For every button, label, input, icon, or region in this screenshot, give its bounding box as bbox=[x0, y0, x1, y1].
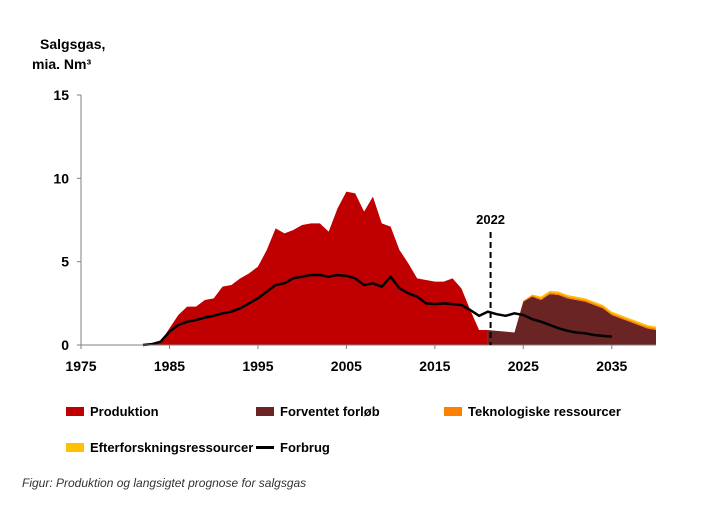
y-tick-label-0: 0 bbox=[61, 337, 69, 353]
x-tick-label-2005: 2005 bbox=[331, 358, 362, 374]
x-tick-label-2025: 2025 bbox=[508, 358, 539, 374]
x-tick-label-2035: 2035 bbox=[596, 358, 627, 374]
y-axis-title: Salgsgas, mia. Nm³ bbox=[32, 36, 105, 72]
line-series-group bbox=[142, 273, 612, 347]
x-tick-label-1985: 1985 bbox=[154, 358, 185, 374]
y-axis-title-line-1: Salgsgas, bbox=[40, 36, 105, 52]
x-tick-label-1995: 1995 bbox=[242, 358, 273, 374]
y-tick-label-5: 5 bbox=[61, 254, 69, 270]
area-produktion bbox=[142, 191, 488, 345]
annotation-2022: 2022 bbox=[476, 212, 505, 345]
figure-caption: Figur: Produktion og langsigtet prognose… bbox=[22, 476, 307, 490]
x-tick-label-2015: 2015 bbox=[419, 358, 450, 374]
y-tick-label-10: 10 bbox=[53, 170, 69, 186]
y-tick-label-15: 15 bbox=[53, 87, 69, 103]
y-axis-title-line-2: mia. Nm³ bbox=[32, 56, 91, 72]
line-forbrug bbox=[142, 273, 612, 347]
x-tick-label-1975: 1975 bbox=[65, 358, 96, 374]
area-series-group bbox=[142, 191, 656, 345]
axes: 0 5 10 15 1975 1985 1995 2005 2015 2025 2035 bbox=[53, 87, 656, 374]
area-forventet-forlob bbox=[487, 294, 656, 345]
annotation-label: 2022 bbox=[476, 212, 505, 227]
